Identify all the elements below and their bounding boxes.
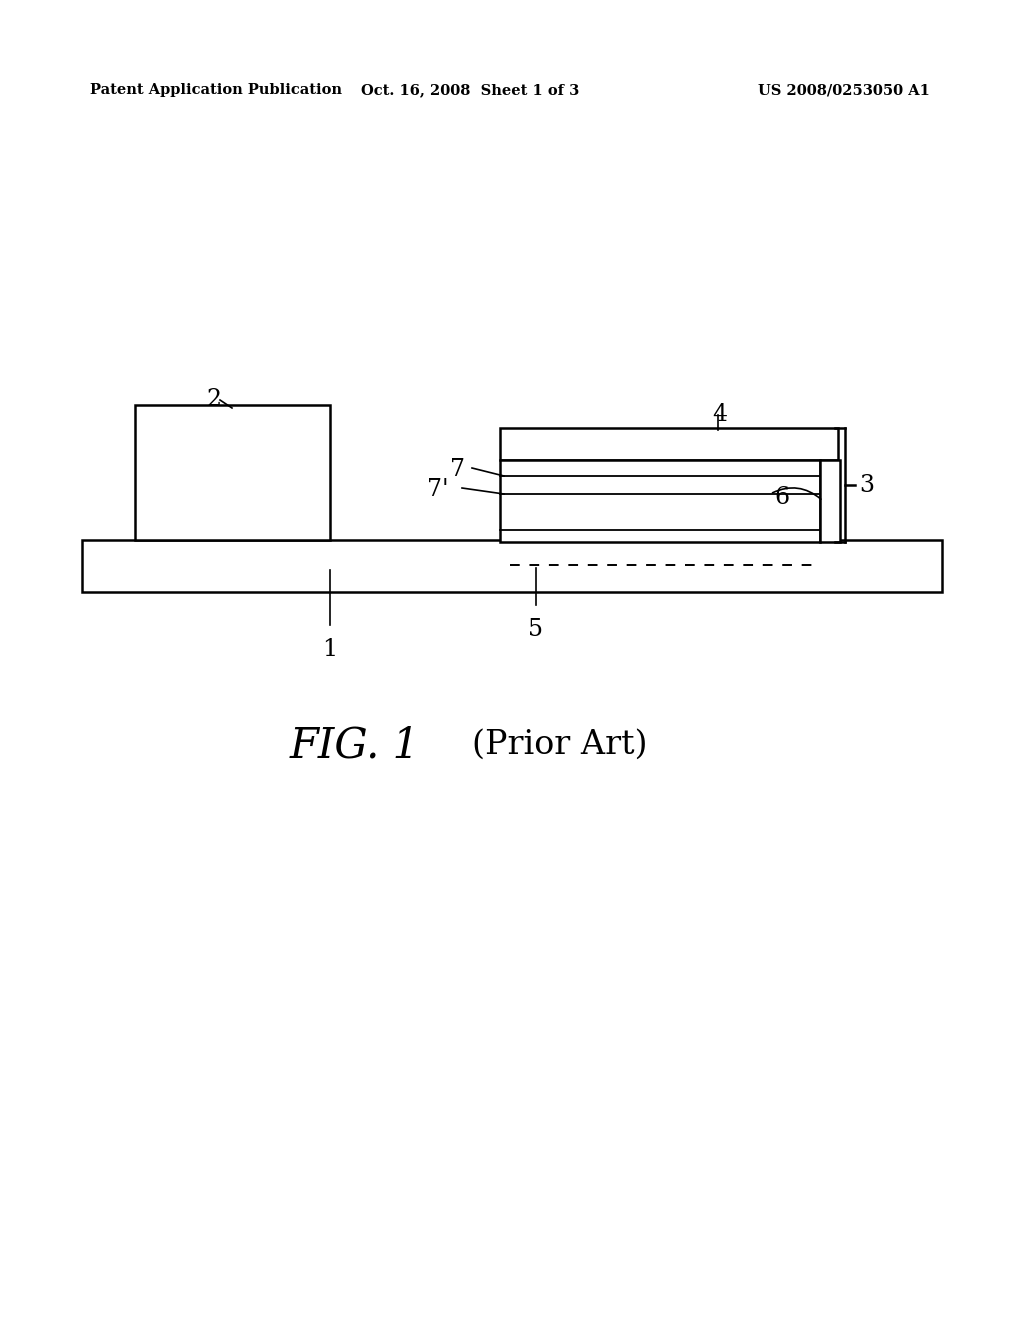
Text: 4: 4 (713, 403, 728, 426)
Text: Oct. 16, 2008  Sheet 1 of 3: Oct. 16, 2008 Sheet 1 of 3 (360, 83, 580, 96)
Text: 1: 1 (323, 638, 338, 661)
Text: Patent Application Publication: Patent Application Publication (90, 83, 342, 96)
Bar (135, 405, 330, 540)
Bar (500, 428, 838, 459)
Text: 6: 6 (774, 486, 790, 510)
Text: 2: 2 (207, 388, 221, 411)
Bar (820, 459, 840, 543)
Bar (500, 459, 820, 543)
Text: FIG. 1: FIG. 1 (290, 723, 420, 766)
Bar (82, 540, 942, 591)
Text: (Prior Art): (Prior Art) (472, 729, 648, 762)
Text: 7: 7 (451, 458, 466, 480)
Text: 3: 3 (859, 474, 874, 496)
Text: 5: 5 (528, 618, 544, 642)
Text: US 2008/0253050 A1: US 2008/0253050 A1 (758, 83, 930, 96)
Text: 7': 7' (427, 478, 449, 502)
